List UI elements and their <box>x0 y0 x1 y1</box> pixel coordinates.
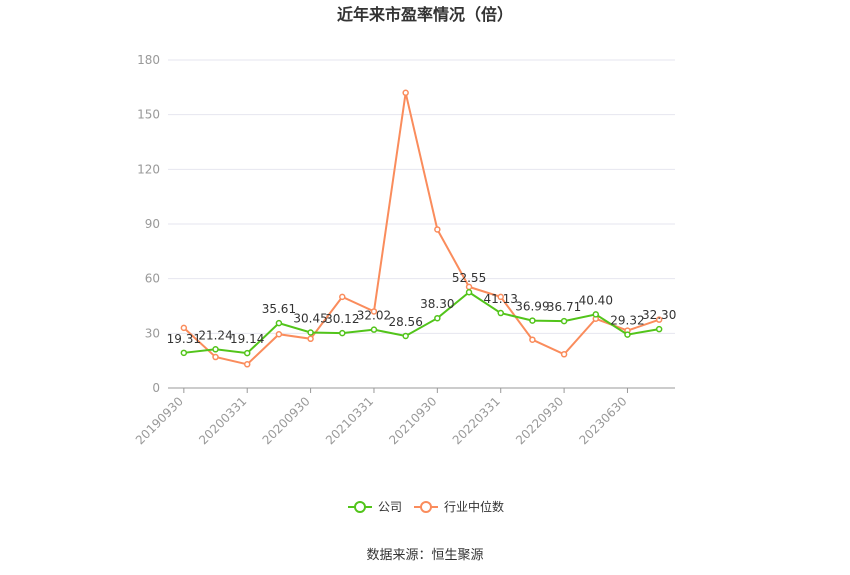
x-tick-label: 20210930 <box>386 394 439 447</box>
data-point-industry <box>497 293 504 301</box>
data-point-company <box>655 325 663 333</box>
data-label-company: 41.13 <box>484 292 518 306</box>
grid <box>168 59 675 334</box>
data-label-company: 19.31 <box>167 332 201 346</box>
data-point-company <box>180 349 188 357</box>
data-point-company <box>560 317 568 325</box>
y-tick-label: 90 <box>145 217 160 231</box>
data-label-company: 38.30 <box>420 297 454 311</box>
data-point-industry <box>655 316 663 323</box>
data-point-industry <box>212 353 219 361</box>
y-tick-label: 30 <box>145 326 160 340</box>
data-point-industry <box>243 361 251 368</box>
data-label-company: 30.12 <box>325 312 359 326</box>
data-label-company: 19.14 <box>230 332 264 346</box>
x-tick-label: 20230630 <box>577 394 630 447</box>
legend[interactable]: 公司 行业中位数 <box>348 499 504 514</box>
data-point-company <box>339 329 346 337</box>
data-point-company <box>402 332 409 340</box>
series-line-company <box>183 291 660 355</box>
data-point-industry <box>180 324 188 332</box>
data-point-company <box>592 311 600 318</box>
data-point-company <box>497 309 504 317</box>
data-point-company <box>434 314 441 322</box>
series-layer <box>180 89 663 368</box>
x-tick-label: 20190930 <box>133 394 186 447</box>
legend-label-company: 公司 <box>378 500 402 514</box>
legend-marker-industry <box>420 501 432 513</box>
data-point-industry <box>402 89 409 97</box>
data-point-industry <box>275 330 283 338</box>
data-point-industry <box>339 293 346 301</box>
data-label-company: 32.02 <box>357 309 391 323</box>
data-point-industry <box>434 226 441 233</box>
data-label-company: 28.56 <box>388 315 422 329</box>
legend-label-industry: 行业中位数 <box>444 499 504 514</box>
data-point-industry <box>529 336 536 343</box>
legend-marker-company <box>354 501 366 513</box>
x-axis: 20190930 20200331 20200930 20210331 20210930… <box>133 387 675 447</box>
data-point-industry <box>307 335 314 343</box>
y-tick-label: 150 <box>137 108 160 122</box>
data-point-company <box>465 288 473 296</box>
y-axis: 0 30 60 90 120 150 180 <box>137 53 160 395</box>
data-point-industry <box>370 308 378 315</box>
data-label-company: 21.24 <box>198 328 232 342</box>
x-tick-label: 20220930 <box>513 394 566 447</box>
data-label-company: 35.61 <box>262 302 296 316</box>
y-tick-label: 180 <box>137 53 160 67</box>
data-label-company: 32.30 <box>642 308 676 322</box>
x-tick-label: 20200331 <box>196 394 249 447</box>
data-point-company <box>275 319 283 327</box>
data-label-company: 52.55 <box>452 271 486 285</box>
y-tick-label: 120 <box>137 162 160 176</box>
data-source: 数据来源：恒生聚源 <box>366 548 483 563</box>
data-point-company <box>624 331 631 338</box>
data-label-company: 36.99 <box>515 300 549 314</box>
data-point-industry <box>560 351 568 358</box>
y-tick-label: 0 <box>152 381 160 395</box>
data-label-company: 29.32 <box>610 314 644 328</box>
x-tick-label: 20210331 <box>323 394 376 447</box>
y-tick-label: 60 <box>145 272 160 286</box>
data-label-company: 36.71 <box>547 300 581 314</box>
data-point-company <box>370 326 378 333</box>
series-line-industry <box>183 92 660 366</box>
data-point-company <box>243 349 251 357</box>
data-label-company: 40.40 <box>579 293 613 307</box>
data-point-company <box>529 317 536 324</box>
x-tick-label: 20200930 <box>260 394 313 447</box>
data-point-company <box>212 346 219 353</box>
data-point-company <box>307 329 314 336</box>
data-label-company: 30.45 <box>293 312 327 326</box>
legend-item-company[interactable]: 公司 <box>348 500 402 514</box>
x-tick-label: 20220331 <box>450 394 503 447</box>
legend-item-industry[interactable]: 行业中位数 <box>414 499 504 514</box>
chart-title: 近年来市盈率情况（倍） <box>337 5 513 24</box>
